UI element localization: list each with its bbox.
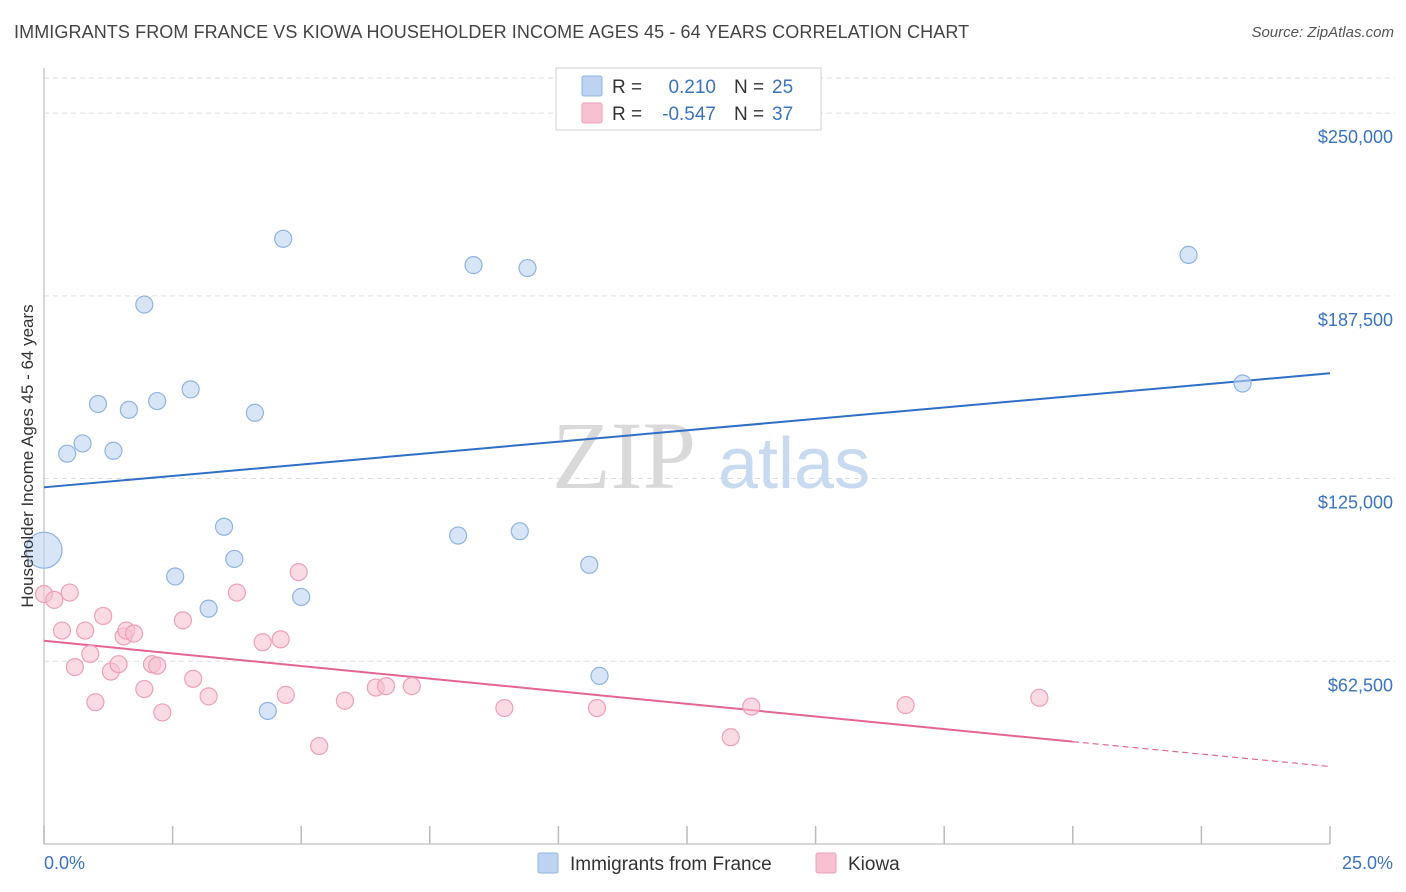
y-axis-title: Householder Income Ages 45 - 64 years [18,304,37,607]
kiowa-point [587,698,607,718]
france-point [1179,245,1198,264]
kiowa-point [173,611,192,630]
france-point [181,380,200,399]
kiowa-point [199,687,218,706]
france-point [1233,374,1252,393]
france-point [199,599,218,618]
kiowa-point [60,583,79,602]
x-tick-label: 25.0% [1342,853,1393,873]
x-tick-label: 0.0% [44,853,85,873]
kiowa-point [184,669,203,688]
kiowa-point [721,728,740,747]
series-swatch-kiowa [815,852,837,874]
stats-r-value-1: 0.210 [668,77,716,98]
stats-r-label-2: R = [612,104,642,125]
series-swatch-france [537,852,559,874]
france-point [58,444,77,463]
kiowa-point [153,703,172,722]
trend-layer [43,372,1331,768]
watermark-atlas: atlas [718,424,870,504]
stats-n-value-1: 25 [772,77,793,98]
kiowa-point [52,621,72,640]
kiowa-point [495,698,514,718]
stats-n-value-2: 37 [772,104,793,125]
france-point [518,258,537,278]
kiowa-point [86,693,105,712]
france-point [590,666,609,685]
france-point [73,434,92,453]
france-point [580,555,599,574]
series-legend: Immigrants from France Kiowa [537,852,900,875]
kiowa-point [81,644,100,664]
kiowa-point [276,685,295,704]
stats-r-value-2: -0.547 [662,104,716,125]
kiowa-point [94,606,113,626]
kiowa-trend-line [43,639,1073,743]
chart-source: Source: ZipAtlas.com [1251,24,1394,41]
kiowa-point [124,624,144,643]
stats-n-label-1: N = [734,77,764,98]
y-tick-label: $250,000 [1318,127,1393,147]
grid-layer [44,77,1395,662]
series-label-kiowa: Kiowa [848,854,900,875]
france-point [214,517,234,536]
france-trend-line [43,372,1331,489]
france-point [448,526,468,545]
stats-swatch-pink [581,102,603,124]
kiowa-point [310,736,329,756]
france-point [510,522,529,541]
kiowa-point [896,696,915,715]
kiowa-trend-extension [1072,741,1331,768]
watermark-zip: ZIP [552,402,696,509]
france-point [292,587,311,607]
france-point [88,394,108,414]
france-point [25,531,63,569]
y-tick-label: $187,500 [1318,310,1393,330]
kiowa-point [402,677,421,696]
axis-layer: $62,500 $125,000 $187,500 $250,000 0.0% 25.0% [43,68,1393,873]
kiowa-point [227,583,246,602]
points-layer [25,229,1252,756]
kiowa-point [253,633,272,652]
chart-title: IMMIGRANTS FROM FRANCE VS KIOWA HOUSEHOL… [14,22,970,42]
kiowa-point [148,656,167,675]
stats-r-label-1: R = [612,77,642,98]
y-tick-label: $125,000 [1318,493,1393,513]
france-point [135,295,154,314]
kiowa-point [335,691,355,710]
france-point [225,549,244,569]
kiowa-point [109,655,128,674]
france-point [245,403,265,422]
kiowa-point [45,590,64,609]
kiowa-point [1030,688,1049,707]
france-point [274,229,293,248]
france-point [119,400,138,419]
france-point [166,567,185,586]
series-label-france: Immigrants from France [570,854,772,875]
kiowa-point [271,630,290,649]
france-point [464,256,483,275]
kiowa-point [65,658,84,677]
stats-n-label-2: N = [734,104,764,125]
kiowa-point [76,621,95,640]
kiowa-point [289,562,308,582]
stats-legend: R = 0.210 N = 25 R = -0.547 N = 37 [555,67,822,131]
france-point [148,391,167,411]
france-point [258,701,277,721]
watermark: ZIP atlas [552,402,870,509]
kiowa-point [376,677,396,696]
kiowa-point [135,679,154,699]
kiowa-point [742,697,761,716]
stats-swatch-blue [581,75,603,97]
france-point [104,441,123,460]
y-tick-label: $62,500 [1328,675,1393,695]
